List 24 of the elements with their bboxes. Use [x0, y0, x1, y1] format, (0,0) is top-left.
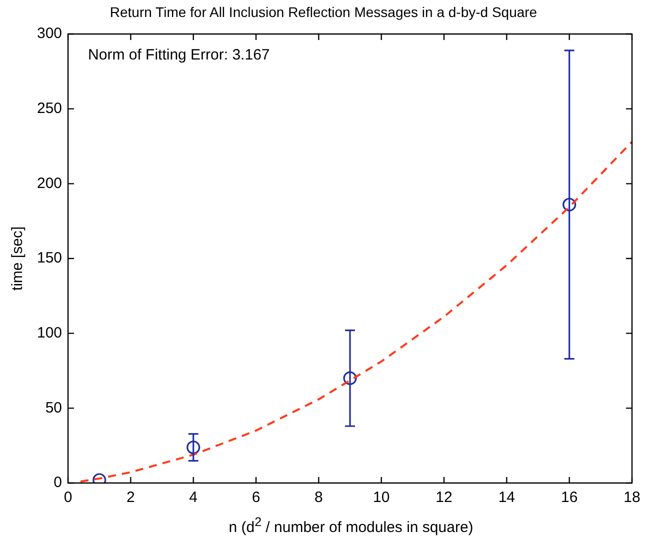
- line-series: [80, 140, 632, 483]
- x-tick-label: 4: [189, 489, 198, 506]
- x-tick-label: 16: [560, 489, 578, 506]
- y-tick-label: 200: [36, 174, 62, 192]
- point: [186, 440, 200, 454]
- y-tick-label: 250: [36, 100, 62, 117]
- y-tick-label: 50: [45, 399, 62, 416]
- x-tick-label: 6: [252, 489, 260, 506]
- y-tick-label: 150: [36, 250, 62, 267]
- x-tick-label: 12: [436, 489, 452, 506]
- point: [343, 371, 357, 386]
- x-axis-title: n (d$^{2}$ / number of modules in square): [228, 515, 474, 536]
- x-tick-label: 18: [624, 489, 640, 506]
- y-tick-label: 300: [36, 25, 62, 42]
- y-axis-title: time [sec]: [9, 226, 26, 291]
- x-tick-label: 14: [498, 489, 516, 506]
- y-tick-label: 100: [36, 324, 62, 342]
- x-tick-label: 2: [126, 489, 135, 506]
- annotation: Norm of Fitting Error: 3.167: [88, 46, 270, 64]
- chart-title: Return Time for All Inclusion Reflection Messages in a d-by-d Square: [108, 4, 538, 20]
- x-tick-label: 8: [314, 489, 323, 506]
- point: [562, 198, 576, 212]
- y-tick-label: 0: [54, 474, 62, 492]
- x-tick-label: 10: [373, 489, 390, 506]
